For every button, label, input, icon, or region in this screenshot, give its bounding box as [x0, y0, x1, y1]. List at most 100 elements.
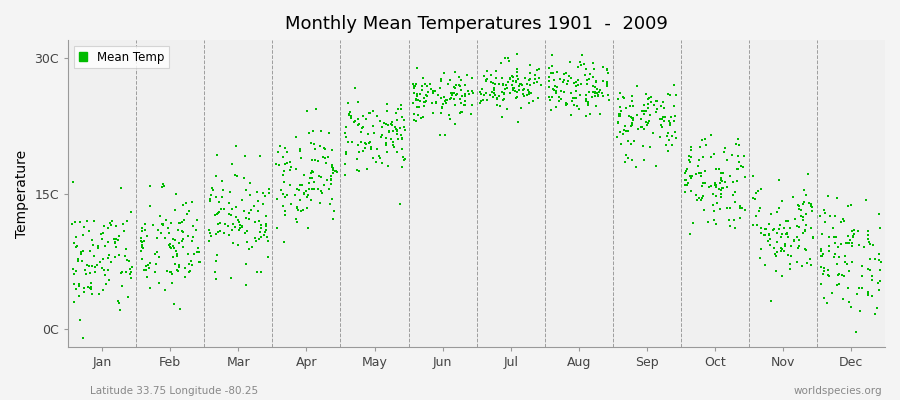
- Point: [139, 221, 153, 227]
- Point: [842, 299, 857, 305]
- Point: [391, 117, 405, 123]
- Point: [490, 102, 504, 109]
- Point: [193, 249, 207, 255]
- Point: [554, 88, 568, 94]
- Point: [382, 163, 396, 169]
- Point: [304, 170, 319, 176]
- Point: [523, 76, 537, 82]
- Point: [76, 231, 90, 238]
- Point: [625, 122, 639, 128]
- Point: [235, 196, 249, 203]
- Point: [588, 89, 602, 96]
- Point: [696, 180, 710, 186]
- Point: [704, 154, 718, 160]
- Point: [715, 170, 729, 176]
- Point: [239, 228, 254, 234]
- Point: [84, 284, 98, 290]
- Point: [866, 242, 880, 248]
- Point: [238, 261, 253, 268]
- Point: [359, 116, 374, 122]
- Point: [590, 90, 604, 96]
- Point: [708, 182, 723, 189]
- Point: [708, 193, 723, 200]
- Point: [865, 273, 879, 280]
- Point: [715, 178, 729, 184]
- Point: [730, 166, 744, 172]
- Point: [697, 207, 711, 213]
- Point: [310, 106, 324, 112]
- Point: [168, 190, 183, 197]
- Point: [624, 122, 638, 129]
- Point: [112, 300, 126, 306]
- Point: [758, 226, 772, 232]
- Point: [410, 65, 424, 72]
- Point: [103, 220, 117, 226]
- Point: [143, 183, 157, 189]
- Point: [357, 144, 372, 151]
- Point: [599, 66, 614, 72]
- Point: [315, 154, 329, 160]
- Point: [783, 242, 797, 249]
- Point: [831, 272, 845, 279]
- Point: [868, 310, 883, 317]
- Point: [190, 217, 204, 224]
- Point: [724, 152, 739, 158]
- Point: [620, 154, 634, 161]
- Point: [123, 275, 138, 281]
- Point: [586, 59, 600, 66]
- Point: [548, 88, 562, 94]
- Point: [209, 173, 223, 179]
- Point: [226, 221, 240, 227]
- Point: [230, 214, 244, 220]
- Point: [257, 229, 272, 235]
- Point: [644, 112, 658, 118]
- Point: [778, 240, 793, 247]
- Point: [433, 132, 447, 138]
- Point: [135, 224, 149, 231]
- Point: [133, 248, 148, 254]
- Point: [643, 144, 657, 151]
- Point: [696, 193, 710, 200]
- Point: [245, 244, 259, 250]
- Point: [250, 188, 265, 195]
- Point: [73, 219, 87, 225]
- Point: [600, 70, 615, 76]
- Point: [822, 234, 836, 240]
- Point: [325, 162, 339, 169]
- Point: [718, 179, 733, 186]
- Point: [407, 111, 421, 118]
- Point: [329, 169, 344, 176]
- Point: [803, 256, 817, 262]
- Point: [444, 94, 458, 101]
- Point: [254, 224, 268, 231]
- Point: [391, 136, 405, 142]
- Point: [363, 139, 377, 145]
- Point: [546, 70, 561, 76]
- Point: [833, 241, 848, 248]
- Point: [640, 105, 654, 111]
- Point: [354, 139, 368, 146]
- Point: [499, 81, 513, 88]
- Point: [261, 238, 275, 244]
- Point: [507, 85, 521, 92]
- Point: [758, 226, 772, 232]
- Point: [599, 82, 614, 89]
- Point: [523, 62, 537, 68]
- Point: [683, 231, 698, 238]
- Point: [413, 98, 428, 104]
- Point: [775, 273, 789, 279]
- Point: [547, 86, 562, 93]
- Point: [566, 94, 580, 101]
- Point: [410, 92, 424, 99]
- Point: [664, 114, 679, 120]
- Point: [815, 271, 830, 277]
- Point: [466, 90, 481, 97]
- Point: [826, 225, 841, 232]
- Point: [684, 174, 698, 181]
- Point: [458, 97, 473, 104]
- Point: [780, 252, 795, 258]
- Point: [796, 200, 810, 207]
- Point: [456, 101, 471, 108]
- Point: [753, 230, 768, 236]
- Point: [183, 268, 197, 274]
